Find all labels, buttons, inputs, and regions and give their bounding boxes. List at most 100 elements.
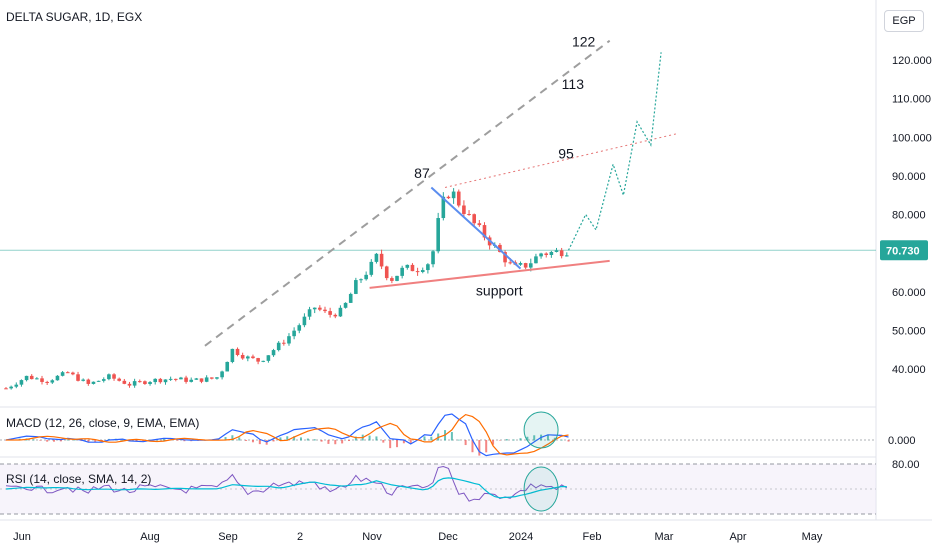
candle-body — [50, 380, 55, 383]
macd-histogram-bar — [368, 435, 371, 441]
candle-body — [148, 382, 152, 384]
candle-body — [323, 309, 327, 312]
candle-body — [508, 262, 513, 264]
candle-body — [55, 375, 60, 381]
y-tick-label: 60.000 — [892, 287, 926, 299]
macd-histogram-bar — [183, 440, 186, 442]
candle-body — [163, 379, 168, 383]
candle-body — [204, 377, 209, 382]
candle-body — [210, 377, 214, 379]
macd-signal-line — [6, 413, 569, 456]
level-label-87: 87 — [414, 165, 430, 181]
candle-body — [194, 378, 199, 380]
macd-histogram-bar — [279, 437, 282, 441]
candle-body — [297, 325, 302, 331]
candle-body — [184, 377, 188, 382]
candle-body — [456, 191, 461, 206]
macd-histogram-bar — [46, 440, 49, 442]
y-tick-label: 120.000 — [892, 55, 932, 67]
macd-line — [5, 413, 569, 457]
macd-histogram-bar — [66, 439, 69, 441]
macd-histogram-bar — [245, 440, 248, 441]
candle-body — [81, 379, 85, 381]
candle-body — [158, 378, 163, 383]
candle-body — [45, 381, 49, 383]
candle-body — [333, 314, 338, 317]
candle-body — [101, 379, 106, 381]
macd-histogram-bar — [464, 440, 467, 446]
candle-body — [4, 388, 8, 390]
macd-histogram-bar — [224, 437, 227, 441]
rsi-highlight-circle — [523, 466, 559, 512]
candle-body — [19, 380, 24, 385]
candle-body — [107, 374, 111, 380]
candle-body — [251, 356, 255, 359]
candle-body — [76, 374, 80, 381]
candle-body — [137, 381, 142, 383]
y-tick-label: 100.000 — [892, 132, 932, 144]
macd-histogram-bar — [334, 440, 337, 445]
candle-body — [91, 381, 96, 384]
candle-body — [276, 342, 281, 351]
candle-body — [410, 264, 415, 272]
candle-body — [405, 264, 410, 268]
candle-body — [246, 356, 250, 359]
macd-histogram-bar — [306, 438, 309, 441]
macd-histogram-bar — [354, 436, 357, 441]
macd-histogram-bar — [409, 440, 412, 443]
macd-histogram-bar — [341, 440, 344, 444]
candle-body — [261, 360, 266, 362]
candle-body — [565, 255, 569, 257]
candle-body — [523, 263, 528, 268]
macd-histogram-bar — [142, 440, 145, 442]
macd-histogram-bar — [59, 440, 62, 442]
chart-title: DELTA SUGAR, 1D, EGX — [6, 10, 143, 24]
candle-body — [282, 342, 286, 344]
macd-histogram-bar — [457, 439, 460, 441]
candle-body — [266, 355, 271, 361]
x-tick-label: Nov — [362, 531, 382, 543]
x-tick-label: Aug — [140, 531, 160, 543]
candle-body — [112, 374, 116, 379]
candle-body — [24, 375, 29, 381]
candle-body — [420, 270, 425, 272]
rsi-upper-label: 80.00 — [892, 459, 920, 471]
macd-label[interactable]: MACD (12, 26, close, 9, EMA, EMA) — [6, 416, 200, 430]
macd-histogram-bar — [375, 436, 378, 441]
macd-histogram-bar — [382, 440, 385, 443]
candle-body — [230, 348, 235, 362]
rsi-label[interactable]: RSI (14, close, SMA, 14, 2) — [6, 472, 152, 486]
macd-zero-label: 0.000 — [888, 435, 916, 447]
currency-button[interactable]: EGP — [884, 10, 924, 32]
y-tick-label: 50.000 — [892, 325, 926, 337]
macd-histogram-bar — [121, 439, 124, 441]
y-tick-label: 80.000 — [892, 210, 926, 222]
candle-body — [40, 378, 44, 382]
macd-histogram-bar — [73, 439, 76, 441]
macd-histogram-bar — [478, 440, 481, 456]
candle-body — [60, 372, 65, 376]
level-label-122: 122 — [572, 33, 596, 49]
candle-body — [549, 251, 554, 255]
candle-body — [426, 264, 430, 271]
candle-body — [117, 378, 121, 381]
macd-histogram-bar — [162, 438, 165, 441]
macd-histogram-bar — [327, 440, 330, 444]
macd-highlight-circle — [523, 411, 559, 449]
candle-body — [328, 311, 332, 315]
macd-histogram-bar — [505, 439, 508, 441]
support-line — [369, 259, 610, 289]
x-tick-label: Sep — [218, 531, 238, 543]
candle-body — [35, 378, 39, 380]
candle-body — [173, 378, 178, 380]
candle-body — [29, 375, 34, 380]
candle-body — [436, 218, 440, 252]
macd-histogram-bar — [396, 440, 399, 448]
y-tick-label: 110.000 — [892, 94, 931, 106]
macd-histogram-bar — [348, 440, 350, 441]
macd-histogram-bar — [389, 440, 392, 449]
macd-histogram-bar — [299, 437, 302, 441]
macd-histogram-bar — [567, 440, 570, 442]
